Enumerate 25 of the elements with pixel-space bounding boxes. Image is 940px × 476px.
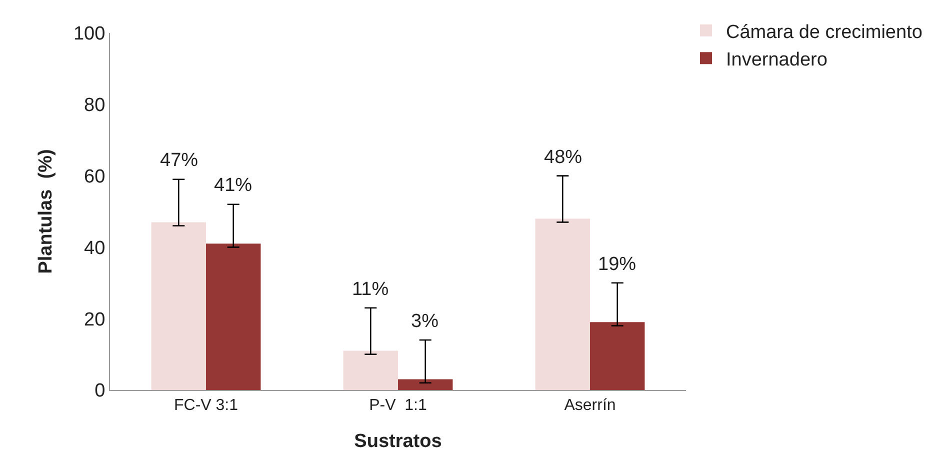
y-tick-label: 0	[94, 380, 106, 402]
bar	[343, 350, 398, 390]
bar	[535, 218, 590, 390]
data-label: 3%	[411, 311, 439, 332]
bar	[590, 322, 645, 390]
y-tick-label: 20	[84, 309, 106, 330]
x-axis-title: Sustratos	[354, 431, 442, 452]
y-tick-label: 60	[84, 166, 106, 188]
bar	[151, 222, 206, 390]
y-tick-label: 100	[73, 24, 106, 45]
data-label: 48%	[544, 147, 582, 168]
x-tick-label: P-V 1:1	[369, 397, 427, 414]
data-label: 11%	[352, 279, 389, 300]
bar	[398, 379, 453, 390]
data-label: 47%	[160, 150, 198, 171]
y-axis-title: Plantulas (%)	[35, 149, 56, 274]
x-tick-label: Aserrín	[564, 397, 616, 414]
data-label: 41%	[214, 175, 252, 196]
y-tick-label: 40	[84, 238, 106, 259]
data-label: 19%	[598, 254, 636, 275]
y-tick-label: 80	[84, 95, 106, 116]
bar	[206, 244, 261, 390]
legend-label: Cámara de crecimiento	[726, 22, 922, 43]
x-tick-label: FC-V 3:1	[174, 397, 238, 414]
legend-label: Invernadero	[726, 50, 828, 71]
